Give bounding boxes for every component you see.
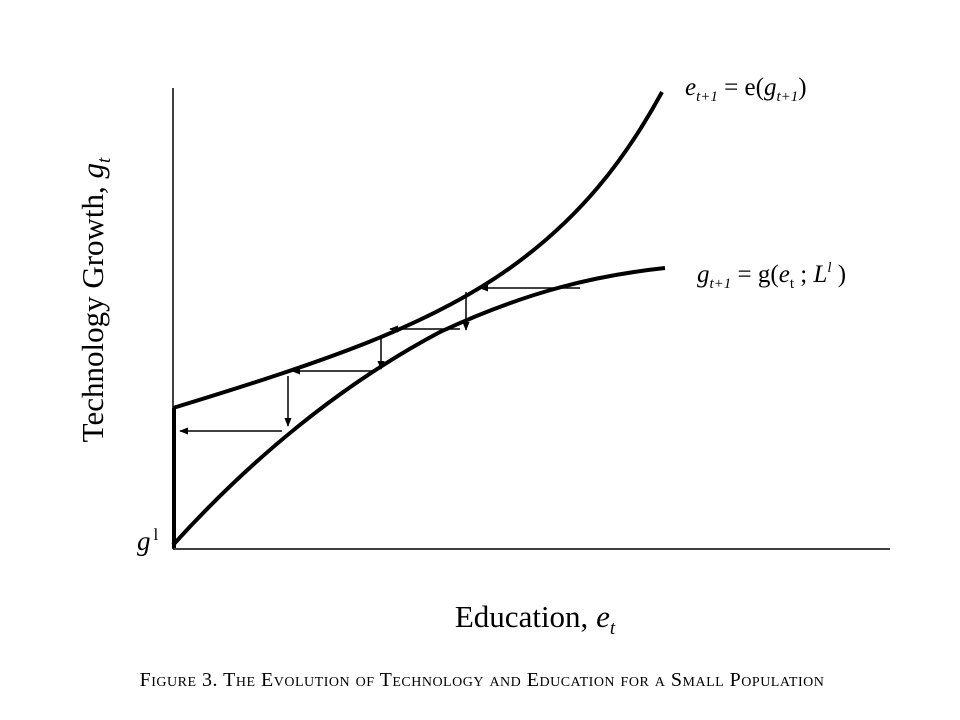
var: g [764, 74, 777, 101]
x-axis-label: Education, et [455, 599, 616, 639]
curve-label: et+1 = e(gt+1) [685, 74, 807, 105]
var: e [779, 261, 790, 288]
text: Technology Growth, [75, 178, 110, 442]
text: = g( [731, 261, 778, 288]
text: = e( [718, 74, 764, 101]
var: L [812, 261, 827, 288]
subscript: t [94, 157, 115, 163]
subscript: t+1 [776, 89, 798, 105]
var: e [685, 74, 696, 101]
caption: Figure 3. The Evolution of Technology an… [140, 669, 825, 691]
superscript: l [154, 525, 159, 544]
var: g [137, 526, 151, 556]
subscript: t [610, 618, 616, 639]
technology-curve [171, 266, 666, 547]
text: Education, [455, 599, 596, 634]
subscript: t+1 [710, 276, 732, 292]
y-axis-label: Technology Growth, gt [75, 157, 115, 442]
subscript: t+1 [696, 89, 718, 105]
subscript: t [790, 276, 795, 292]
var: g [697, 261, 710, 288]
var: e [596, 599, 610, 634]
superscript: l [827, 260, 831, 276]
text: ) [832, 261, 847, 288]
curve-label: gt+1 = g(et ; Ll ) [697, 260, 846, 292]
text: ) [798, 74, 806, 101]
dynamics-arrows [179, 284, 580, 435]
var: g [75, 163, 110, 179]
text: ; [794, 261, 813, 288]
